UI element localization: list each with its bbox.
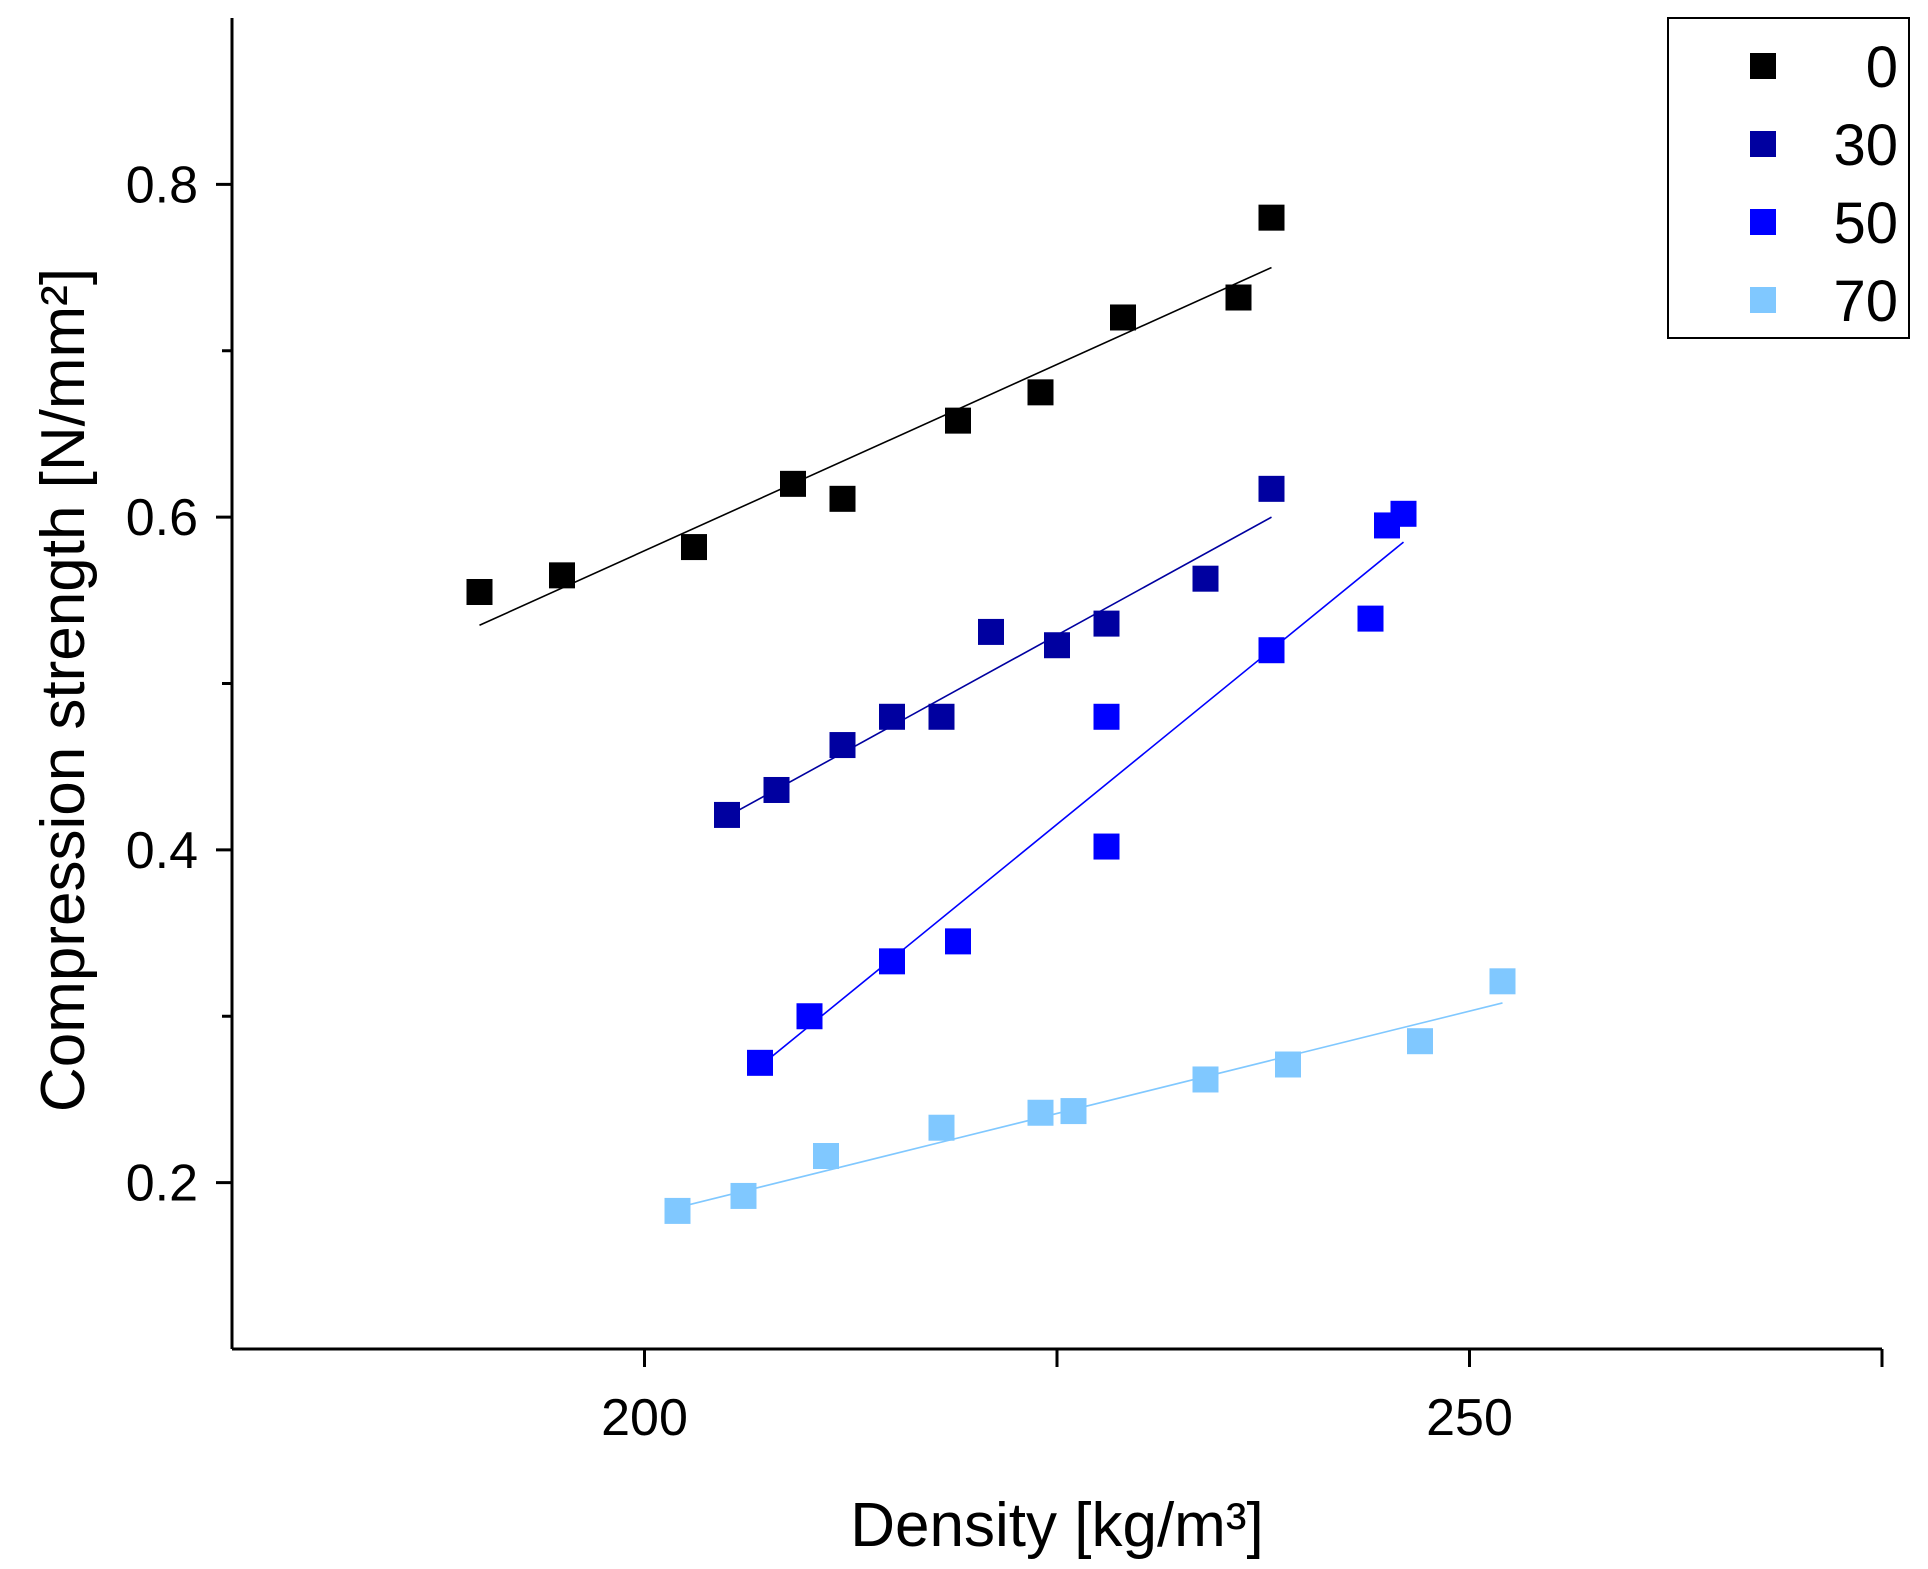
legend-label-70: 70 [1833,269,1898,334]
data-point [664,1197,691,1224]
y-axis-title: Compression strength [N/mm²] [29,268,98,1112]
data-point [1192,1066,1219,1093]
data-point [1027,1099,1054,1126]
data-point [1258,204,1285,231]
legend-label-50: 50 [1833,191,1898,256]
y-tick-label: 0.2 [126,1155,198,1213]
data-point [829,485,856,512]
data-point [1093,610,1120,637]
fit-line-50 [759,541,1405,1067]
data-point [763,776,790,803]
data-point [1093,833,1120,860]
fit-line-0 [479,266,1272,626]
axes: 200 250 0.2 0.4 0.6 0.8 [126,18,1884,1447]
data-point [978,618,1004,645]
data-point [796,1003,823,1030]
data-point [879,703,905,730]
data-point [1275,1051,1301,1078]
data-point [549,562,575,589]
data-point [829,732,856,759]
data-point [1390,500,1417,527]
data-point [1258,637,1285,664]
data-point [1489,968,1516,995]
y-tick-label: 0.8 [126,156,198,214]
x-axis-title: Density [kg/m³] [850,1491,1263,1560]
y-tick-label: 0.6 [126,489,198,547]
data-point [1225,284,1252,311]
series-50 [747,500,1417,1076]
data-point [928,703,955,730]
plot-area [466,204,1516,1224]
data-point [681,534,707,561]
data-point [928,1114,955,1141]
series-70 [664,968,1516,1224]
fit-line-30 [726,516,1272,818]
data-point [813,1143,839,1170]
y-tick-label: 0.4 [126,822,198,880]
legend-marker-30 [1750,131,1776,157]
legend-marker-50 [1750,209,1776,235]
data-point [1027,379,1054,406]
data-point [1357,605,1384,632]
data-point [730,1182,757,1209]
legend-marker-70 [1750,287,1776,313]
data-point [945,928,971,955]
legend-label-30: 30 [1833,113,1898,178]
data-point [1060,1098,1087,1125]
legend-marker-0 [1750,53,1776,79]
x-tick-label: 250 [1426,1389,1513,1447]
x-tick-label: 200 [601,1389,688,1447]
series-30 [714,475,1285,828]
data-point [1192,565,1219,592]
data-point [714,801,740,828]
legend-box [1667,17,1910,339]
legend-label-0: 0 [1866,35,1898,100]
data-point [1110,304,1136,331]
data-point [1258,475,1285,502]
legend: 0 30 50 70 [1667,17,1910,339]
data-point [747,1049,773,1076]
series-0 [466,204,1285,626]
data-point [879,948,905,975]
data-point [780,470,806,497]
data-point [1407,1028,1433,1055]
fit-line-70 [677,1002,1503,1209]
data-point [945,407,971,434]
data-point [1093,703,1120,730]
data-point [1044,632,1070,659]
data-point [466,578,493,605]
